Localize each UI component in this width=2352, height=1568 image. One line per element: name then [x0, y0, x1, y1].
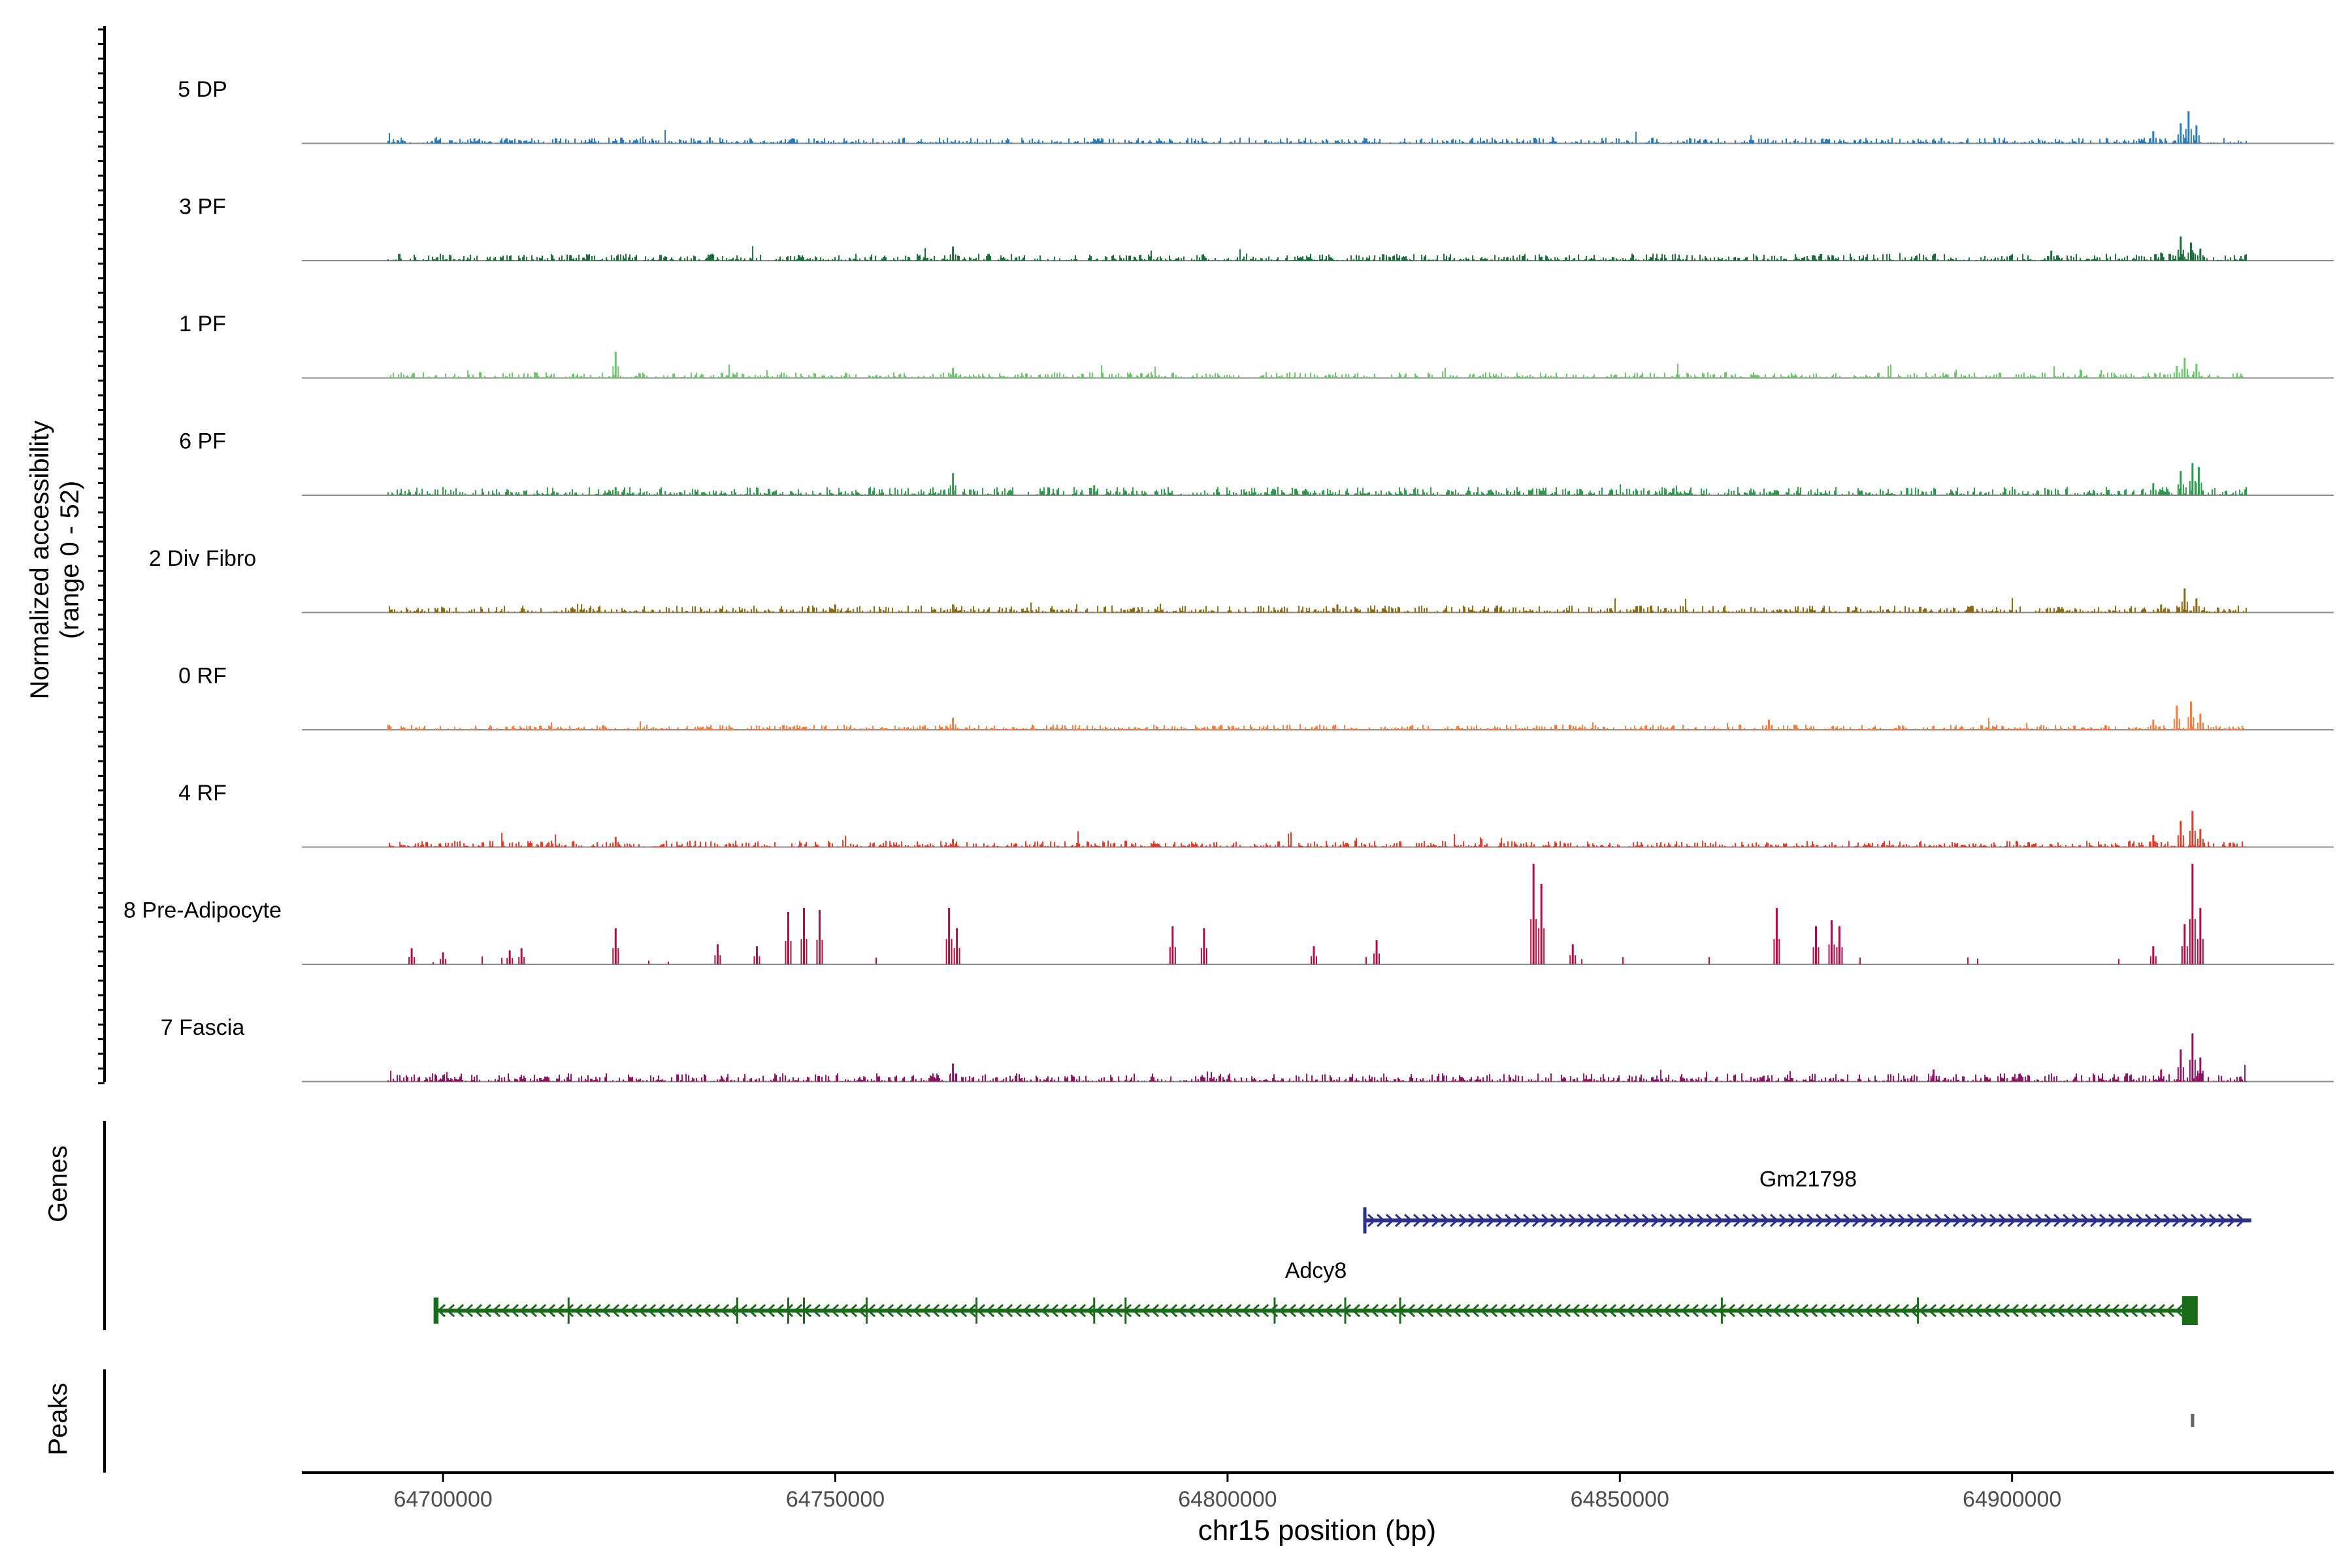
gene-label: Adcy8	[1285, 1258, 1347, 1283]
x-tick-label: 64850000	[1571, 1487, 1669, 1512]
track-label: 0 RF	[178, 664, 227, 689]
genes-panel: Gm21798 Adcy8	[103, 1121, 2251, 1330]
track-label: 4 RF	[178, 781, 227, 806]
coverage-track: 6 PF	[179, 429, 2334, 496]
coverage-track: 5 DP	[178, 77, 2334, 144]
coverage-signal	[387, 484, 2247, 495]
strand-arrows	[1367, 1213, 2246, 1228]
y-axis-label: Normalized accessibility	[25, 421, 54, 700]
gene-model: Adcy8	[433, 1258, 2198, 1325]
track-label: 3 PF	[179, 195, 226, 220]
peak-region	[2191, 1414, 2195, 1427]
coverage-track: 7 Fascia	[161, 1015, 2334, 1083]
coverage-signal	[389, 598, 2247, 613]
coverage-signal	[433, 956, 2120, 964]
x-tick-label: 64800000	[1178, 1487, 1277, 1512]
peaks-panel-label: Peaks	[44, 1382, 73, 1455]
track-label: 5 DP	[178, 77, 227, 102]
coverage-signal	[387, 130, 2247, 144]
coverage-track: 3 PF	[179, 195, 2334, 261]
exon-block	[2181, 1296, 2198, 1325]
track-label: 8 Pre-Adipocyte	[123, 898, 282, 923]
x-tick-label: 64900000	[1963, 1487, 2061, 1512]
genes-panel-label: Genes	[44, 1145, 73, 1222]
track-label: 6 PF	[179, 429, 226, 454]
gene-model: Gm21798	[1363, 1167, 2251, 1233]
coverage-signal	[387, 246, 2247, 261]
x-tick-label: 64700000	[393, 1487, 492, 1512]
coverage-track: 4 RF	[178, 781, 2334, 848]
coverage-track: 2 Div Fibro	[149, 546, 2334, 613]
coverage-track: 0 RF	[178, 664, 2334, 730]
x-tick-label: 64750000	[786, 1487, 885, 1512]
coverage-signal	[387, 363, 2244, 378]
peaks-panel	[103, 1369, 2195, 1473]
coverage-signal	[387, 717, 2247, 730]
track-label: 2 Div Fibro	[149, 546, 256, 571]
coverage-track: 8 Pre-Adipocyte	[123, 864, 2334, 965]
coverage-signal	[389, 831, 2246, 847]
coverage-track: 1 PF	[179, 312, 2334, 379]
track-label: 1 PF	[179, 312, 226, 336]
x-axis-title: chr15 position (bp)	[1198, 1514, 1436, 1546]
gene-label: Gm21798	[1759, 1167, 1857, 1192]
coverage-signal	[387, 1064, 2247, 1082]
y-axis-label-range: (range 0 - 52)	[56, 481, 84, 639]
coverage-tracks: 5 DP 3 PF 1 PF 6 PF 2 Div Fibro 0 RF 4 RF 8 Pre…	[98, 26, 2334, 1085]
x-axis: 64700000 64750000 64800000 64850000 64900000	[302, 1471, 2334, 1512]
track-label: 7 Fascia	[161, 1015, 245, 1040]
